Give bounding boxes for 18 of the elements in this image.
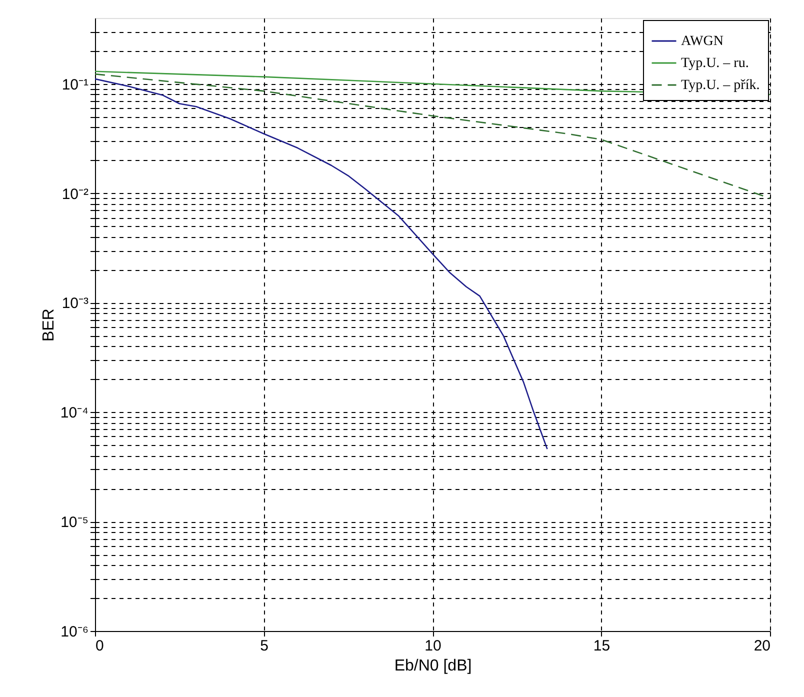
y-tick-label: 10⁻⁵ (60, 514, 88, 532)
line-series (95, 73, 770, 199)
y-tick-label: 10⁻² (62, 186, 88, 203)
y-tick-label: 10⁻¹ (62, 76, 88, 94)
x-tick-label: 0 (96, 638, 104, 654)
y-axis-title: BER (40, 308, 58, 342)
legend-label: Typ.U. – přík. (681, 78, 760, 93)
legend-label: Typ.U. – ru. (681, 56, 749, 71)
line-series (95, 78, 548, 450)
y-tick-label: 10⁻⁴ (60, 404, 88, 422)
x-tick-label: 10 (424, 638, 442, 654)
x-tick-label: 20 (754, 638, 770, 654)
y-tick-label: 10⁻³ (62, 295, 88, 312)
x-tick-label: 15 (593, 638, 610, 654)
x-tick-label: 5 (260, 638, 268, 654)
legend-label: AWGN (681, 34, 724, 49)
x-axis-title: Eb/N0 [dB] (394, 658, 472, 674)
y-tick-label: 10⁻⁶ (60, 624, 88, 640)
